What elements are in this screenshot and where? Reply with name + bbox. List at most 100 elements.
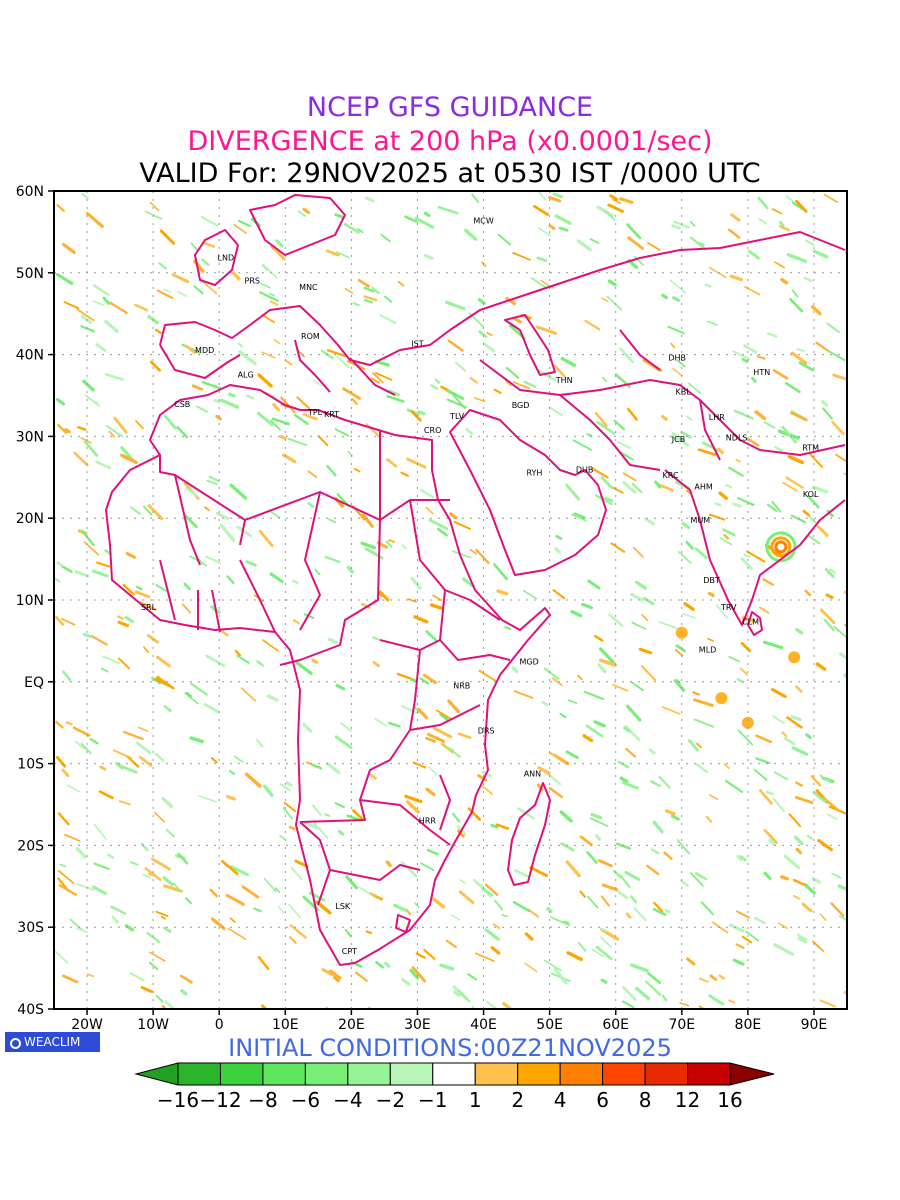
divergence-streak	[385, 860, 392, 868]
divergence-streak	[195, 405, 208, 413]
divergence-streak	[176, 426, 189, 439]
colorbar-swatch	[389, 1062, 434, 1086]
divergence-streak	[93, 823, 107, 840]
colorbar-swatch	[177, 1062, 221, 1086]
divergence-streak	[670, 342, 676, 349]
divergence-streak	[437, 205, 459, 215]
divergence-streak	[608, 613, 624, 627]
divergence-streak	[796, 933, 808, 941]
divergence-streak	[311, 804, 322, 816]
weaclim-logo[interactable]: WEACLIM	[5, 1032, 100, 1052]
divergence-streak	[695, 872, 708, 881]
divergence-streak	[149, 201, 160, 212]
divergence-streak	[140, 842, 149, 852]
divergence-streak	[790, 715, 802, 722]
divergence-streak	[324, 555, 341, 563]
divergence-streak	[709, 974, 718, 981]
divergence-streak	[566, 951, 583, 962]
divergence-streak	[423, 211, 431, 218]
divergence-streak	[573, 512, 586, 520]
colorbar-tick-label: −6	[290, 1088, 321, 1112]
colorbar-tick-label: −2	[375, 1088, 406, 1112]
divergence-streak	[480, 784, 494, 795]
city-label: CLM	[742, 618, 759, 627]
divergence-streak	[193, 285, 204, 295]
divergence-streak	[717, 447, 724, 455]
divergence-streak	[543, 959, 562, 972]
divergence-streak	[804, 589, 812, 597]
divergence-streak	[357, 228, 364, 234]
divergence-streak	[661, 706, 681, 715]
divergence-streak	[146, 634, 159, 644]
divergence-streak	[785, 195, 794, 202]
divergence-streak	[486, 332, 493, 337]
divergence-streak	[60, 564, 73, 573]
divergence-streak	[236, 654, 250, 664]
divergence-streak	[600, 297, 609, 302]
divergence-streak	[641, 614, 649, 622]
divergence-streak	[490, 946, 501, 955]
divergence-streak	[548, 751, 559, 759]
divergence-streak	[819, 999, 836, 1008]
divergence-streak	[275, 239, 284, 248]
divergence-streak	[839, 652, 847, 660]
divergence-streak	[807, 451, 824, 468]
divergence-streak	[512, 252, 531, 261]
divergence-streak	[154, 752, 165, 762]
divergence-streak	[730, 213, 741, 222]
lon-tick-label: 40E	[470, 1017, 497, 1033]
lat-tick-label: 40N	[16, 348, 44, 364]
divergence-streak	[554, 546, 561, 554]
divergence-streak	[266, 694, 279, 702]
divergence-streak	[743, 553, 751, 558]
city-label: CSB	[174, 400, 190, 409]
divergence-streak	[759, 606, 770, 614]
divergence-streak	[572, 439, 593, 451]
divergence-streak	[548, 224, 556, 230]
divergence-streak	[325, 249, 340, 257]
divergence-streak	[560, 842, 575, 852]
divergence-streak	[148, 951, 166, 962]
divergence-streak	[762, 640, 784, 650]
divergence-streak	[104, 319, 119, 334]
divergence-streak	[80, 436, 92, 444]
divergence-streak	[753, 916, 766, 925]
divergence-streak	[353, 467, 361, 473]
divergence-streak	[774, 445, 783, 453]
city-label: DHB	[668, 353, 686, 362]
divergence-streak	[257, 955, 270, 970]
europe-coastline	[159, 231, 846, 396]
divergence-streak	[803, 883, 816, 895]
divergence-streak	[600, 928, 620, 941]
divergence-streak	[262, 263, 278, 279]
divergence-streak	[735, 943, 745, 949]
divergence-streak	[334, 428, 350, 437]
lon-tick-label: 80E	[735, 1017, 762, 1033]
divergence-streak	[134, 590, 151, 599]
divergence-streak	[285, 781, 293, 787]
divergence-streak	[791, 289, 799, 298]
divergence-streak	[653, 901, 664, 913]
divergence-streak	[844, 623, 847, 628]
divergence-streak	[619, 451, 634, 461]
divergence-streak	[385, 540, 393, 548]
divergence-streak	[616, 440, 632, 449]
divergence-streak	[812, 249, 829, 259]
lon-tick-label: 50E	[536, 1017, 563, 1033]
divergence-streak	[184, 692, 199, 705]
divergence-streak	[357, 278, 371, 288]
divergence-streak	[453, 520, 472, 530]
divergence-streak	[334, 802, 345, 809]
divergence-streak	[63, 301, 80, 310]
divergence-streak	[177, 290, 188, 298]
divergence-streak	[753, 768, 768, 781]
divergence-streak	[643, 596, 655, 606]
divergence-streak	[581, 602, 594, 610]
divergence-streak	[502, 1002, 512, 1009]
divergence-streak	[595, 945, 613, 961]
divergence-streak	[532, 204, 549, 216]
divergence-streak	[797, 936, 808, 944]
divergence-streak	[650, 780, 661, 788]
divergence-streak	[213, 399, 221, 404]
divergence-streak	[812, 940, 824, 952]
